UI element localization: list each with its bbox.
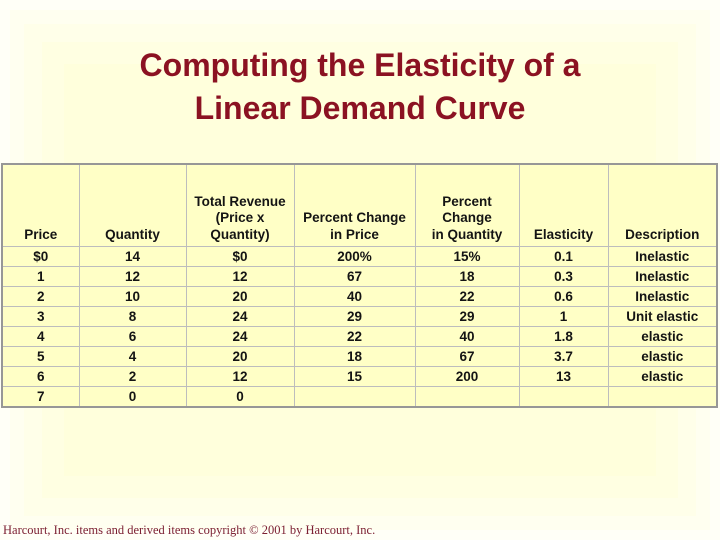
- table-cell: 40: [293, 286, 416, 307]
- table-cell: 0.1: [518, 246, 609, 267]
- table-cell: 67: [414, 346, 520, 367]
- table-cell: 1: [518, 306, 609, 327]
- slide-title-line1: Computing the Elasticity of a: [139, 47, 581, 83]
- table-cell: 7: [1, 386, 80, 408]
- table-cell: 24: [185, 326, 295, 347]
- table-cell: 20: [185, 346, 295, 367]
- table-cell: 200: [414, 366, 520, 387]
- table-row: 4 6 24 22 40 1.8 elastic: [1, 326, 718, 347]
- table-cell: 200%: [293, 246, 416, 267]
- table-row: 3 8 24 29 29 1 Unit elastic: [1, 306, 718, 327]
- table-cell: [607, 386, 718, 408]
- table-cell: 3: [1, 306, 80, 327]
- table-cell: 1.8: [518, 326, 609, 347]
- header-cell-elasticity: Elasticity: [518, 163, 609, 247]
- table-cell: [414, 386, 520, 408]
- table-cell: 10: [78, 286, 187, 307]
- table-row: $0 14 $0 200% 15% 0.1 Inelastic: [1, 246, 718, 267]
- table-cell: 5: [1, 346, 80, 367]
- table-cell: $0: [185, 246, 295, 267]
- table-cell: 12: [185, 266, 295, 287]
- table-cell: 18: [293, 346, 416, 367]
- table-cell: 24: [185, 306, 295, 327]
- table-cell: 4: [78, 346, 187, 367]
- table-cell: 0: [185, 386, 295, 408]
- table-cell: 1: [1, 266, 80, 287]
- table-cell: elastic: [607, 366, 718, 387]
- table-cell: 15%: [414, 246, 520, 267]
- table-cell: elastic: [607, 326, 718, 347]
- table-cell: $0: [1, 246, 80, 267]
- table-cell: 8: [78, 306, 187, 327]
- table-row: 6 2 12 15 200 13 elastic: [1, 366, 718, 387]
- table-cell: 2: [78, 366, 187, 387]
- table-cell: 3.7: [518, 346, 609, 367]
- table-cell: 12: [78, 266, 187, 287]
- table-cell: 40: [414, 326, 520, 347]
- copyright-footer: Harcourt, Inc. items and derived items c…: [3, 523, 376, 537]
- table-cell: Inelastic: [607, 246, 718, 267]
- table-row: 5 4 20 18 67 3.7 elastic: [1, 346, 718, 367]
- slide-title-line2: Linear Demand Curve: [194, 90, 526, 126]
- table-row: 2 10 20 40 22 0.6 Inelastic: [1, 286, 718, 307]
- header-cell-total-revenue: Total Revenue (Price x Quantity): [185, 163, 295, 247]
- header-cell-pct-change-quantity: Percent Change in Quantity: [414, 163, 520, 247]
- table-cell: [518, 386, 609, 408]
- table-cell: 6: [1, 366, 80, 387]
- table-cell: 0.3: [518, 266, 609, 287]
- table-cell: Inelastic: [607, 266, 718, 287]
- table-cell: 0: [78, 386, 187, 408]
- header-cell-pct-change-price: Percent Change in Price: [293, 163, 416, 247]
- table-cell: 2: [1, 286, 80, 307]
- table-cell: 4: [1, 326, 80, 347]
- table-row: 7 0 0: [1, 386, 718, 408]
- table-cell: 15: [293, 366, 416, 387]
- table-row: 1 12 12 67 18 0.3 Inelastic: [1, 266, 718, 287]
- table-cell: Inelastic: [607, 286, 718, 307]
- table-cell: 14: [78, 246, 187, 267]
- table-cell: 13: [518, 366, 609, 387]
- table-cell: 0.6: [518, 286, 609, 307]
- table-cell: 67: [293, 266, 416, 287]
- table-cell: 22: [414, 286, 520, 307]
- table-cell: 29: [414, 306, 520, 327]
- header-cell-description: Description: [607, 163, 718, 247]
- table-cell: 12: [185, 366, 295, 387]
- header-cell-quantity: Quantity: [78, 163, 187, 247]
- table-cell: 6: [78, 326, 187, 347]
- header-cell-price: Price: [1, 163, 80, 247]
- table-cell: elastic: [607, 346, 718, 367]
- slide-title: Computing the Elasticity of a Linear Dem…: [0, 44, 720, 130]
- table-cell: 29: [293, 306, 416, 327]
- table-cell: [293, 386, 416, 408]
- table-cell: 18: [414, 266, 520, 287]
- header-row: Price Quantity Total Revenue (Price x Qu…: [1, 163, 718, 247]
- table-cell: Unit elastic: [607, 306, 718, 327]
- table-cell: 22: [293, 326, 416, 347]
- table-cell: 20: [185, 286, 295, 307]
- elasticity-table: Price Quantity Total Revenue (Price x Qu…: [1, 163, 718, 408]
